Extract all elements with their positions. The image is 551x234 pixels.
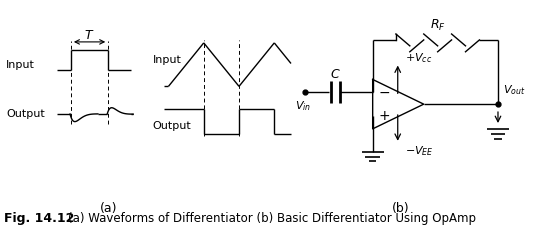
- Text: $-$: $-$: [378, 85, 390, 99]
- Text: $V_{out}$: $V_{out}$: [503, 83, 525, 97]
- Text: $V_{in}$: $V_{in}$: [295, 99, 311, 113]
- Text: Input: Input: [6, 60, 35, 70]
- Text: Output: Output: [153, 121, 191, 131]
- Text: Input: Input: [153, 55, 182, 65]
- Text: $+$: $+$: [378, 109, 390, 123]
- Text: $R_F$: $R_F$: [430, 18, 446, 33]
- Text: $C$: $C$: [330, 68, 341, 81]
- Text: (a) Waveforms of Differentiator (b) Basic Differentiator Using OpAmp: (a) Waveforms of Differentiator (b) Basi…: [68, 212, 476, 225]
- Text: $-V_{EE}$: $-V_{EE}$: [405, 145, 434, 158]
- Text: $+V_{cc}$: $+V_{cc}$: [405, 51, 433, 65]
- Text: Output: Output: [6, 109, 45, 119]
- Text: (a): (a): [99, 202, 117, 215]
- Text: $T$: $T$: [84, 29, 95, 43]
- Text: (b): (b): [392, 202, 409, 215]
- Text: Fig. 14.12: Fig. 14.12: [4, 212, 74, 225]
